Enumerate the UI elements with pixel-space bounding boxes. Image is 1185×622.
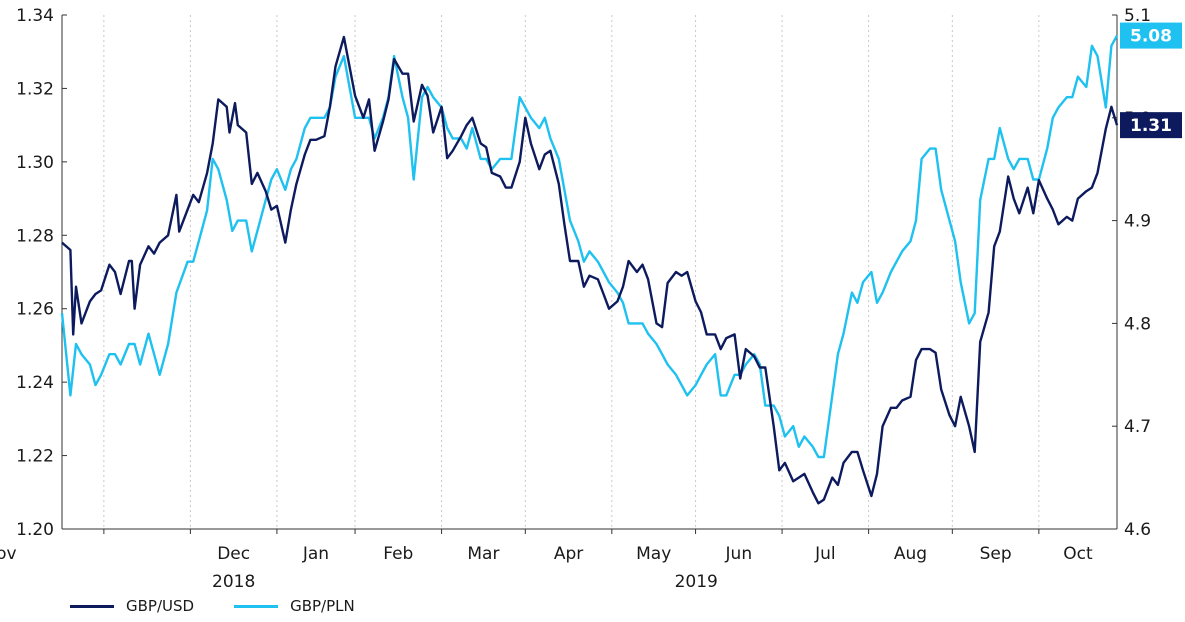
left-axis-tick-label: 1.22: [16, 447, 54, 467]
right-axis-tick-label: 5.1: [1124, 6, 1151, 26]
left-axis-tick-label: 1.28: [16, 226, 54, 246]
series-line-gbpusd: [61, 35, 1119, 505]
legend-label-gbpusd: GBP/USD: [126, 597, 195, 615]
left-axis-tick-label: 1.32: [16, 79, 54, 99]
legend-label-gbppln: GBP/PLN: [290, 597, 355, 615]
grid-lines: [103, 15, 1040, 529]
x-axis-month-label: May: [636, 544, 671, 564]
x-axis-month-label: Apr: [554, 544, 583, 564]
legend-item-gbppln: GBP/PLN: [234, 597, 355, 615]
x-axis-month-label: Dec: [217, 544, 250, 564]
last-value-box-gbppln: [1120, 22, 1182, 49]
x-axis-year-label: 2018: [212, 572, 255, 592]
last-value-label-gbppln: 5.08: [1130, 27, 1172, 47]
last-value-label-gbpusd: 1.31: [1130, 116, 1172, 136]
left-axis-ticks: 1.20 1.22 1.24 1.26 1.28 1.30 1.32 1.34: [16, 6, 67, 540]
legend-swatch-gbpusd: [70, 604, 114, 608]
series-lines: [60, 35, 1119, 505]
left-axis-tick-label: 1.34: [16, 6, 54, 26]
x-axis-month-label: Oct: [1063, 544, 1093, 564]
x-axis-month-label: Jan: [302, 544, 329, 564]
legend: GBP/USD GBP/PLN: [70, 597, 355, 615]
x-axis-year-label: 2019: [675, 572, 718, 592]
series-line-gbppln: [60, 35, 1119, 459]
x-axis-month-ticks: Dec Jan Feb Mar Apr May Jun Jul Aug Sep Oct Nov: [0, 529, 1093, 564]
x-axis-month-label: Mar: [467, 544, 499, 564]
legend-swatch-gbppln: [234, 604, 279, 608]
right-axis-tick-label: 4.9: [1124, 212, 1151, 232]
legend-item-gbpusd: GBP/USD: [70, 597, 194, 615]
left-axis-tick-label: 1.24: [16, 373, 54, 393]
left-axis-tick-label: 1.20: [16, 520, 54, 540]
right-axis-tick-label: 4.6: [1124, 520, 1151, 540]
x-axis-month-label: Aug: [894, 544, 927, 564]
x-axis-month-label: Nov: [0, 544, 17, 564]
left-axis-tick-label: 1.26: [16, 300, 54, 320]
left-axis-tick-label: 1.30: [16, 153, 54, 173]
x-axis-month-label: Jun: [725, 544, 753, 564]
right-axis-tick-label: 4.7: [1124, 417, 1151, 437]
x-axis-month-label: Sep: [980, 544, 1012, 564]
x-axis-month-label: Feb: [383, 544, 413, 564]
right-axis-ticks: 4.64.74.84.95.05.1: [1112, 6, 1151, 540]
x-axis-year-labels: 2018 2019: [212, 572, 718, 592]
last-value-labels: 1.31 5.08: [1120, 22, 1182, 139]
right-axis-tick-label: 4.8: [1124, 314, 1151, 334]
x-axis-month-label: Jul: [814, 544, 836, 564]
axes: [61, 15, 1118, 530]
last-value-box-gbpusd: [1120, 112, 1182, 139]
